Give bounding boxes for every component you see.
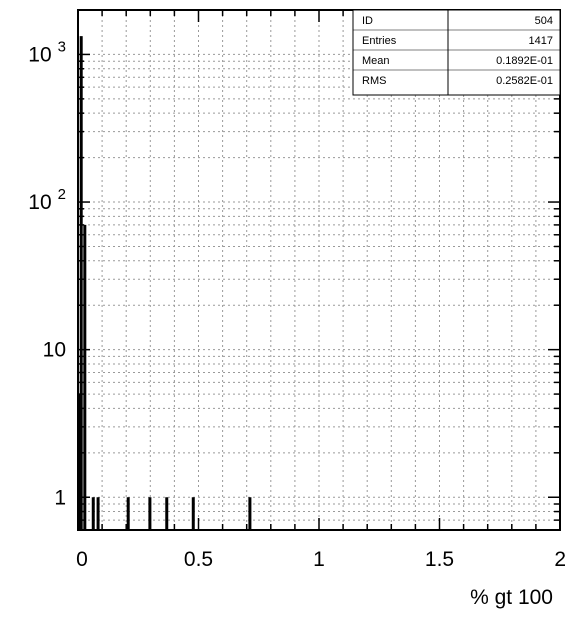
stat-label: RMS (362, 75, 386, 87)
stat-label: Entries (362, 35, 397, 47)
statistics-rows: ID 504 Entries 1417 Mean 0.1892E-01 RMS 0.2582E… (353, 15, 560, 87)
stat-value: 1417 (529, 35, 553, 47)
plot-frame (77, 9, 561, 531)
y-tick-label: 1 (54, 486, 66, 509)
stat-value: 0.1892E-01 (496, 55, 553, 67)
y-tick-label: 10 2 (28, 186, 66, 214)
y-tick-label: 10 (43, 339, 66, 362)
histogram-bars (78, 36, 252, 530)
stat-value: 504 (535, 15, 553, 27)
grid-lines (78, 9, 560, 531)
x-tick-label: 0 (76, 548, 88, 571)
stat-value: 0.2582E-01 (496, 75, 553, 87)
stat-label: Mean (362, 55, 390, 67)
stat-label: ID (362, 15, 373, 27)
x-tick-label: 1.5 (425, 548, 454, 571)
x-tick-label: 2 (554, 548, 566, 571)
statistics-box: ID 504 Entries 1417 Mean 0.1892E-01 RMS 0.2582E… (352, 9, 561, 96)
x-tick-label: 0.5 (184, 548, 213, 571)
x-tick-label: 1 (313, 548, 325, 571)
x-axis-label: % gt 100 (470, 586, 553, 609)
y-tick-label: 10 3 (28, 38, 66, 66)
x-tick-labels: 0 0.5 1 1.5 2 (76, 548, 566, 571)
statistics-box-frame (352, 9, 561, 96)
